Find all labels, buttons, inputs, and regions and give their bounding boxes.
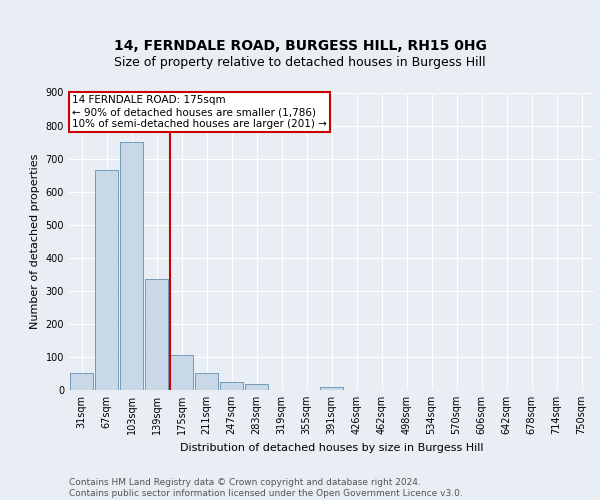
Bar [320, 388, 343, 390]
X-axis label: Distribution of detached houses by size in Burgess Hill: Distribution of detached houses by size … [180, 442, 483, 452]
Bar [245, 384, 268, 390]
Text: Size of property relative to detached houses in Burgess Hill: Size of property relative to detached ho… [114, 56, 486, 69]
Bar [120, 142, 143, 390]
Bar [195, 374, 218, 390]
Text: 14, FERNDALE ROAD, BURGESS HILL, RH15 0HG: 14, FERNDALE ROAD, BURGESS HILL, RH15 0H… [113, 38, 487, 52]
Bar [145, 278, 168, 390]
Text: Contains HM Land Registry data © Crown copyright and database right 2024.
Contai: Contains HM Land Registry data © Crown c… [69, 478, 463, 498]
Bar [170, 354, 193, 390]
Bar [95, 170, 118, 390]
Bar [70, 374, 93, 390]
Y-axis label: Number of detached properties: Number of detached properties [30, 154, 40, 329]
Text: 14 FERNDALE ROAD: 175sqm
← 90% of detached houses are smaller (1,786)
10% of sem: 14 FERNDALE ROAD: 175sqm ← 90% of detach… [71, 96, 326, 128]
Bar [220, 382, 243, 390]
